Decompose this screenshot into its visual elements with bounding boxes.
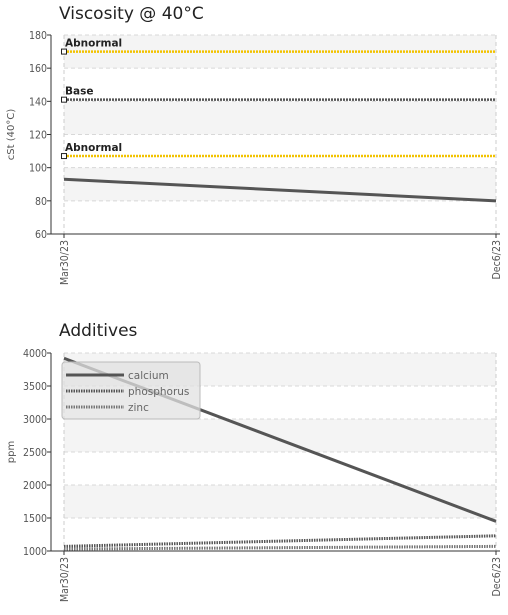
c0-y-tick-label: 120 bbox=[29, 130, 47, 142]
c1-legend-label-zinc: zinc bbox=[128, 402, 149, 414]
c0-band bbox=[64, 168, 496, 201]
c1-legend-label-phosphorus: phosphorus bbox=[128, 386, 189, 398]
c1-y-tick-label: 3000 bbox=[23, 414, 47, 426]
c1-series-line-phosphorus bbox=[64, 536, 496, 547]
c1-y-tick-label: 4000 bbox=[23, 348, 47, 360]
c1-series-line-zinc bbox=[64, 546, 496, 549]
c1-y-tick-label: 1000 bbox=[23, 546, 47, 558]
c0-reference-label: Abnormal bbox=[65, 142, 122, 154]
c0-y-tick-label: 100 bbox=[29, 163, 47, 175]
c1-x-tick-label: Mar30/23 bbox=[59, 557, 71, 602]
c0-y-tick-label: 140 bbox=[29, 96, 47, 108]
c1-y-tick-label: 1500 bbox=[23, 513, 47, 525]
c0-reference-label: Abnormal bbox=[65, 38, 122, 50]
c0-reference-label: Base bbox=[65, 86, 93, 98]
c1-legend-label-calcium: calcium bbox=[128, 370, 169, 382]
c0-y-tick-label: 160 bbox=[29, 63, 47, 75]
c0-reference-marker bbox=[62, 97, 67, 102]
c1-y-tick-label: 2000 bbox=[23, 480, 47, 492]
c0-x-tick-label: Mar30/23 bbox=[59, 240, 71, 285]
c0-reference-marker bbox=[62, 154, 67, 159]
c1-band bbox=[64, 485, 496, 518]
c0-x-tick-label: Dec6/23 bbox=[491, 240, 503, 280]
c0-y-tick-label: 60 bbox=[35, 229, 47, 241]
c0-y-tick-label: 180 bbox=[29, 30, 47, 42]
c1-y-tick-label: 2500 bbox=[23, 447, 47, 459]
c1-band bbox=[64, 419, 496, 452]
c0-y-tick-label: 80 bbox=[35, 196, 47, 208]
c1-y-axis-label: ppm bbox=[6, 441, 17, 463]
c0-band bbox=[64, 101, 496, 134]
c1-x-tick-label: Dec6/23 bbox=[491, 557, 503, 597]
c0-y-axis-label: cSt (40°C) bbox=[6, 109, 17, 161]
c0-reference-marker bbox=[62, 49, 67, 54]
c1-y-tick-label: 3500 bbox=[23, 381, 47, 393]
